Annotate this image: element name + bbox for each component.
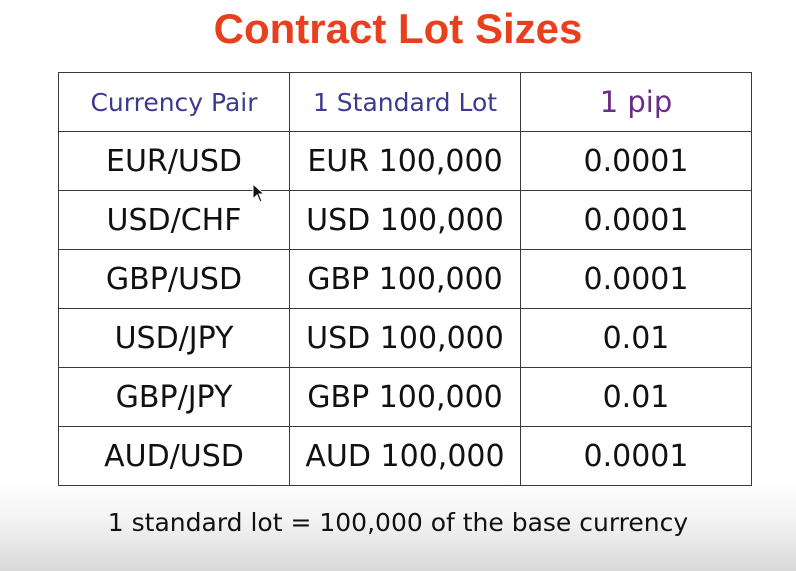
footnote: 1 standard lot = 100,000 of the base cur…	[107, 508, 689, 537]
cell-pip: 0.01	[520, 308, 752, 368]
table-row: USD/CHF USD 100,000 0.0001	[58, 190, 752, 250]
cell-standard-lot: GBP 100,000	[289, 367, 521, 427]
header-pip: 1 pip	[520, 72, 752, 132]
cell-standard-lot: GBP 100,000	[289, 249, 521, 309]
cell-currency-pair: AUD/USD	[58, 426, 290, 486]
lot-size-table: Currency Pair 1 Standard Lot 1 pip EUR/U…	[58, 72, 752, 486]
cell-currency-pair: GBP/USD	[58, 249, 290, 309]
slide-title: Contract Lot Sizes	[213, 5, 583, 52]
cell-pip: 0.0001	[520, 426, 752, 486]
cell-pip: 0.0001	[520, 131, 752, 191]
cell-currency-pair: GBP/JPY	[58, 367, 290, 427]
table-row: GBP/USD GBP 100,000 0.0001	[58, 249, 752, 309]
table-row: AUD/USD AUD 100,000 0.0001	[58, 426, 752, 486]
mouse-pointer-icon	[252, 183, 266, 203]
cell-standard-lot: AUD 100,000	[289, 426, 521, 486]
table-header-row: Currency Pair 1 Standard Lot 1 pip	[58, 72, 752, 132]
cell-currency-pair: EUR/USD	[58, 131, 290, 191]
cell-pip: 0.01	[520, 367, 752, 427]
cell-standard-lot: EUR 100,000	[289, 131, 521, 191]
cell-currency-pair: USD/JPY	[58, 308, 290, 368]
cell-pip: 0.0001	[520, 249, 752, 309]
header-standard-lot: 1 Standard Lot	[289, 72, 521, 132]
cell-currency-pair: USD/CHF	[58, 190, 290, 250]
cell-pip: 0.0001	[520, 190, 752, 250]
table-row: USD/JPY USD 100,000 0.01	[58, 308, 752, 368]
table-row: GBP/JPY GBP 100,000 0.01	[58, 367, 752, 427]
cell-standard-lot: USD 100,000	[289, 190, 521, 250]
cell-standard-lot: USD 100,000	[289, 308, 521, 368]
header-currency-pair: Currency Pair	[58, 72, 290, 132]
table-row: EUR/USD EUR 100,000 0.0001	[58, 131, 752, 191]
